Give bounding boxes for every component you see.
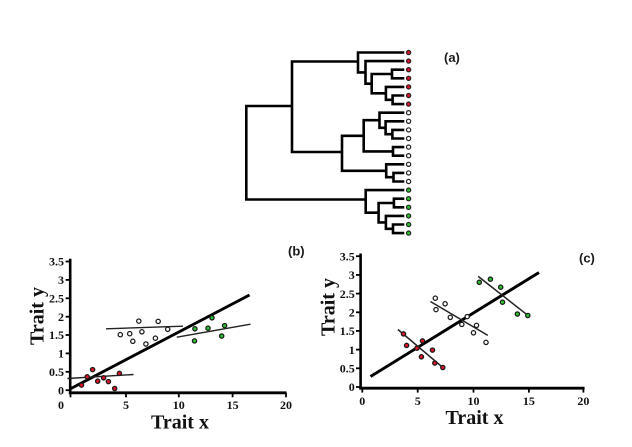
svg-text:1.5: 1.5 (49, 328, 64, 342)
svg-text:0.5: 0.5 (340, 362, 355, 376)
svg-text:15: 15 (227, 398, 239, 412)
svg-text:2.5: 2.5 (49, 292, 64, 306)
svg-text:20: 20 (280, 398, 292, 412)
svg-text:2.5: 2.5 (340, 287, 355, 301)
svg-text:Trait x: Trait x (151, 412, 209, 434)
svg-text:1: 1 (58, 347, 64, 361)
svg-text:3: 3 (58, 273, 64, 287)
svg-text:1.5: 1.5 (340, 324, 355, 338)
svg-text:1: 1 (349, 343, 355, 357)
svg-text:(b): (b) (288, 244, 305, 259)
svg-text:20: 20 (577, 394, 589, 408)
svg-text:10: 10 (468, 394, 480, 408)
svg-text:2: 2 (349, 306, 355, 320)
svg-text:2: 2 (58, 310, 64, 324)
svg-text:5: 5 (123, 398, 129, 412)
svg-text:5: 5 (415, 394, 421, 408)
svg-text:0.5: 0.5 (49, 365, 64, 379)
svg-text:10: 10 (173, 398, 185, 412)
svg-text:Trait y: Trait y (318, 278, 340, 336)
svg-text:Trait y: Trait y (27, 287, 49, 345)
svg-text:0: 0 (349, 380, 355, 394)
svg-text:3: 3 (349, 268, 355, 282)
svg-text:3.5: 3.5 (49, 255, 64, 269)
svg-text:(a): (a) (444, 50, 460, 65)
svg-text:0: 0 (58, 398, 64, 412)
svg-text:(c): (c) (579, 251, 595, 266)
svg-text:15: 15 (523, 394, 535, 408)
svg-text:0: 0 (359, 394, 365, 408)
svg-text:Trait x: Trait x (446, 407, 504, 429)
svg-text:0: 0 (58, 383, 64, 397)
svg-text:3.5: 3.5 (340, 249, 355, 263)
